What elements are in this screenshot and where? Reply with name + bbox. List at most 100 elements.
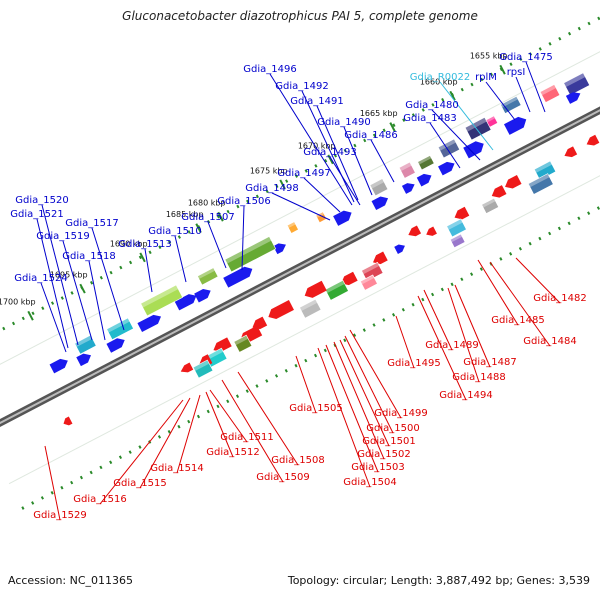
reverse-gene-label: Gdia_1489 — [425, 340, 478, 351]
reverse-leader-line — [295, 355, 317, 414]
backbone-highlight — [0, 109, 600, 425]
reverse-gene-29 — [192, 359, 214, 379]
forward-gene-label: Gdia_1517 — [65, 218, 118, 229]
genome-summary-text: Topology: circular; Length: 3,887,492 bp… — [287, 574, 590, 587]
tick-label: 1685 kbp — [166, 210, 204, 219]
guide-track-0 — [0, 51, 600, 365]
reverse-gene-label: Gdia_1529 — [33, 510, 86, 521]
forward-gene-label: Gdia_1519 — [36, 231, 89, 242]
reverse-gene-14 — [394, 244, 405, 254]
reverse-gene-19 — [324, 279, 349, 301]
forward-leader-line — [343, 126, 373, 196]
forward-gene-19 — [273, 243, 286, 255]
reverse-gene-label: Gdia_1508 — [271, 455, 324, 466]
forward-gene-label: Gdia_1518 — [62, 251, 115, 262]
reverse-leader-line — [317, 347, 371, 488]
forward-gene-label: Gdia_1475 — [499, 52, 552, 63]
forward-leader-line — [329, 156, 361, 206]
forward-gene-label: Gdia_1498 — [245, 183, 298, 194]
tick-marks — [27, 64, 506, 321]
reverse-leader-line — [205, 391, 234, 458]
forward-gene-label: Gdia_1490 — [317, 117, 370, 128]
tick-mark — [327, 154, 334, 165]
forward-leader-line — [41, 204, 79, 346]
tick-label: 1670 kbp — [298, 141, 336, 150]
forward-gene-10 — [417, 155, 435, 171]
tick-label: 1660 kbp — [420, 78, 458, 87]
forward-gene-label: Gdia_1524 — [14, 273, 67, 284]
forward-gene-22 — [197, 267, 219, 286]
forward-gene-label: Gdia_1520 — [15, 195, 68, 206]
tick-labels: 1655 kbp 1660 kbp 1665 kbp 1670 kbp 1675 kbp… — [0, 52, 508, 307]
tick-label: 1675 kbp — [250, 166, 288, 175]
reverse-gene-6 — [505, 175, 522, 189]
reverse-leader-line — [139, 397, 191, 489]
forward-gene-1 — [539, 84, 561, 103]
forward-gene-label: Gdia_1493 — [303, 147, 356, 158]
forward-gene-29 — [74, 334, 97, 355]
forward-gene-30 — [76, 353, 92, 367]
forward-gene-label: Gdia_1506 — [217, 196, 270, 207]
forward-leader-line — [301, 90, 355, 203]
forward-gene-label: rpsI — [507, 67, 526, 78]
tick-label: 1700 kbp — [0, 298, 36, 307]
reverse-gene-label: Gdia_1505 — [289, 403, 342, 414]
reverse-gene-23 — [252, 316, 268, 330]
forward-gene-21 — [223, 266, 253, 288]
reverse-leader-line — [477, 259, 519, 326]
reverse-gene-17 — [359, 274, 378, 291]
reverse-gene-11 — [449, 233, 466, 249]
reverse-gene-label: Gdia_1509 — [256, 472, 309, 483]
reverse-gene-label: Gdia_1512 — [206, 447, 259, 458]
forward-leader-line — [370, 139, 395, 183]
tick-mark — [499, 64, 506, 75]
forward-leader-line — [316, 105, 359, 201]
tick-mark — [217, 211, 224, 222]
forward-leader-line — [40, 282, 67, 353]
forward-leader-line — [303, 177, 341, 213]
forward-gene-12 — [398, 161, 416, 179]
forward-gene-24 — [174, 294, 197, 311]
reverse-gene-label: Gdia_1502 — [357, 449, 410, 460]
forward-gene-27 — [106, 317, 134, 341]
forward-leader-line — [431, 109, 481, 161]
tick-label: 1665 kbp — [360, 109, 398, 118]
forward-leader-line — [207, 221, 227, 269]
reverse-leader-line — [417, 295, 467, 401]
forward-leader-line — [88, 260, 106, 341]
forward-gene-16 — [333, 210, 352, 226]
reverse-leader-line — [395, 315, 415, 369]
reverse-gene-10 — [446, 218, 467, 238]
forward-gene-7 — [463, 141, 484, 159]
tick-mark — [389, 122, 396, 132]
reverse-gene-30 — [180, 362, 194, 373]
reverse-leader-line — [454, 284, 491, 368]
forward-leader-line — [269, 73, 353, 206]
forward-gene-13 — [401, 183, 415, 194]
forward-gene-label: Gdia_1486 — [344, 130, 397, 141]
forward-gene-label: Gdia_1513 — [118, 239, 171, 250]
forward-gene-23 — [194, 288, 211, 303]
forward-leader-line — [525, 61, 546, 113]
forward-leader-line — [241, 205, 245, 271]
reverse-gene-8 — [481, 197, 500, 214]
reverse-gene-label: Gdia_1494 — [439, 390, 492, 401]
tick-mark — [139, 252, 146, 263]
reverse-gene-label: Gdia_1488 — [452, 372, 505, 383]
tick-mark — [79, 283, 86, 294]
reverse-leader-line — [44, 445, 61, 521]
forward-gene-3 — [500, 95, 522, 114]
accession-text: Accession: NC_011365 — [8, 574, 134, 587]
reverse-gene-16 — [361, 261, 384, 282]
reverse-gene-label: Gdia_1487 — [463, 357, 516, 368]
reverse-gene-label: Gdia_1484 — [523, 336, 576, 347]
forward-leader-line — [36, 218, 69, 349]
reverse-gene-12 — [426, 226, 437, 236]
reverse-gene-label: Gdia_1499 — [374, 408, 427, 419]
forward-leader-line — [144, 248, 153, 293]
reverse-gene-label: Gdia_1511 — [220, 432, 273, 443]
reverse-gene-label: Gdia_1485 — [491, 315, 544, 326]
reverse-gene-21 — [299, 298, 322, 319]
reverse-gene-25 — [233, 334, 253, 353]
forward-gene-28 — [106, 338, 125, 353]
